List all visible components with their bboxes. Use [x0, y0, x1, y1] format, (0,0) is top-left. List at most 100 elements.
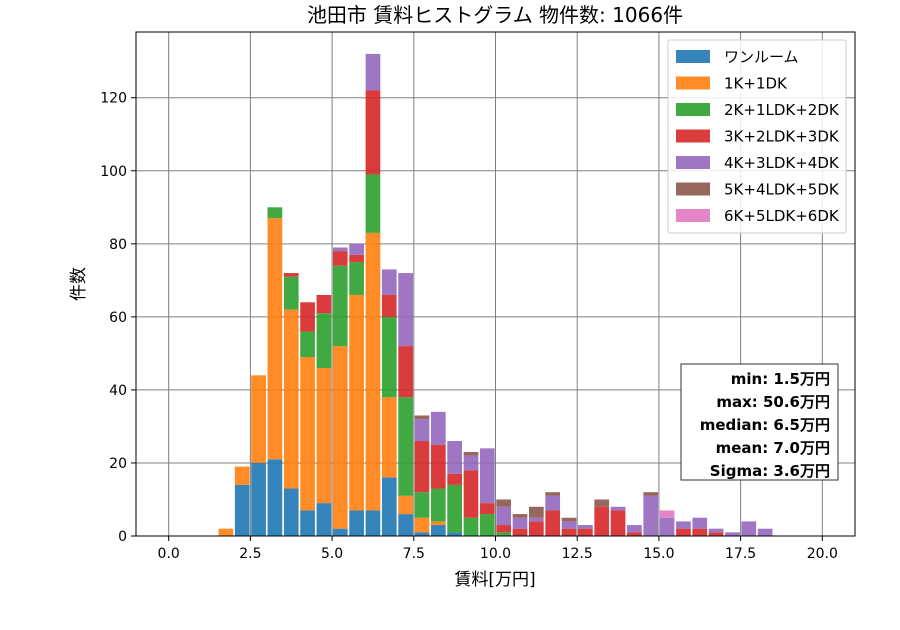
bar-segment [349, 254, 364, 263]
x-tick-label: 15.0 [643, 546, 674, 562]
bar-segment [414, 441, 430, 493]
bar-segment [708, 528, 724, 533]
x-tick-label: 17.5 [725, 546, 756, 562]
bar-segment [365, 232, 381, 511]
bar-segment [512, 517, 528, 529]
legend-swatch [676, 76, 710, 90]
bar-segment [365, 90, 381, 175]
bar-segment [300, 510, 315, 536]
legend-swatch [676, 209, 710, 222]
bar-segment [627, 532, 642, 536]
y-axis-ticks: 0 20 40 60 80 100 120 [100, 91, 136, 545]
bar-segment [430, 521, 446, 526]
x-tick-label: 2.5 [239, 546, 261, 562]
bar-segment [463, 470, 479, 518]
legend: ワンルーム 1K+1DK 2K+1LDK+2DK 3K+2LDK+3DK 4K+3LDK… [667, 39, 847, 234]
bar-segment [447, 473, 463, 485]
bar-segment [757, 528, 773, 536]
bar-segment [218, 528, 234, 536]
bar-segment [251, 462, 266, 536]
x-tick-label: 0.0 [158, 546, 180, 562]
bar-segment [447, 532, 463, 536]
bar-segment [496, 525, 512, 533]
bar-segment [381, 316, 397, 398]
bar-segment [741, 521, 757, 536]
stats-box-frame [680, 363, 839, 481]
y-tick-label: 100 [100, 164, 127, 180]
bar-segment [398, 273, 413, 347]
bar-segment [316, 503, 332, 536]
bar-segment [708, 532, 724, 536]
bar-segment [398, 495, 413, 515]
bar-segment [430, 488, 446, 522]
x-axis-ticks: 0.0 2.5 5.0 7.5 10.0 12.5 15.0 17.5 20.0 [158, 536, 838, 562]
bar-segment [512, 528, 528, 536]
bar-segment [430, 444, 446, 489]
bar-segment [316, 294, 332, 314]
legend-swatch [676, 103, 710, 116]
bar-segment [365, 174, 381, 233]
bar-segment [414, 492, 430, 518]
bar-segment [414, 532, 430, 536]
bar-segment [267, 207, 283, 219]
y-tick-label: 20 [109, 456, 127, 472]
bar-segment [561, 521, 577, 529]
stats-line: max: 50.6万円 [716, 393, 830, 411]
bar-segment [267, 459, 283, 536]
bar-segment [463, 455, 479, 471]
stats-box: min: 1.5万円 max: 50.6万円 median: 6.5万円 mean: … [680, 363, 839, 481]
bar-segment [283, 276, 299, 310]
x-tick-label: 7.5 [403, 546, 425, 562]
bar-segment [627, 525, 642, 533]
bar-segment [578, 528, 593, 536]
bar-segment [463, 452, 479, 456]
bar-segment [676, 528, 691, 536]
bar-segment [332, 528, 348, 536]
legend-swatch [676, 182, 710, 196]
y-tick-label: 120 [100, 91, 127, 107]
bar-segment [332, 251, 348, 266]
bar-segment [561, 528, 577, 536]
y-tick-label: 0 [118, 529, 127, 545]
stats-line: median: 6.5万円 [700, 416, 830, 434]
bar-segment [545, 495, 561, 511]
bar-segment [692, 517, 708, 529]
chart-title: 池田市 賃料ヒストグラム 物件数: 1066件 [307, 3, 683, 27]
bar-segment [479, 503, 495, 515]
legend-entry-label: 4K+3LDK+4DK [724, 154, 840, 172]
bar-segment [381, 397, 397, 478]
bar-segment [578, 525, 593, 529]
bar-segment [332, 346, 348, 529]
bar-segment [561, 517, 577, 522]
bar-segment [283, 488, 299, 536]
bar-segment [381, 269, 397, 295]
bar-segment [316, 313, 332, 368]
bar-segment [414, 415, 430, 420]
stats-line: min: 1.5万円 [731, 370, 830, 388]
bar-segment [463, 517, 479, 536]
bar-segment [528, 521, 544, 536]
bar-segment [512, 514, 528, 518]
bar-segment [332, 247, 348, 252]
stats-line: mean: 7.0万円 [716, 439, 830, 457]
bar-segment [300, 357, 315, 511]
x-tick-label: 12.5 [562, 546, 593, 562]
bar-segment [300, 302, 315, 332]
bar-segment [496, 532, 512, 536]
legend-swatch [676, 50, 710, 63]
legend-frame [667, 39, 847, 234]
y-tick-label: 60 [109, 310, 127, 326]
y-axis-label: 件数 [69, 267, 89, 301]
bar-segment [316, 368, 332, 504]
bar-segment [332, 265, 348, 347]
bar-segment [234, 484, 250, 536]
bar-segment [479, 448, 495, 504]
bar-segment [365, 53, 381, 91]
bar-segment [414, 517, 430, 533]
legend-entry-label: 1K+1DK [724, 75, 788, 93]
bar-segment [398, 514, 413, 536]
bar-segment [528, 517, 544, 522]
legend-swatch [676, 129, 710, 143]
y-tick-label: 80 [109, 237, 127, 253]
